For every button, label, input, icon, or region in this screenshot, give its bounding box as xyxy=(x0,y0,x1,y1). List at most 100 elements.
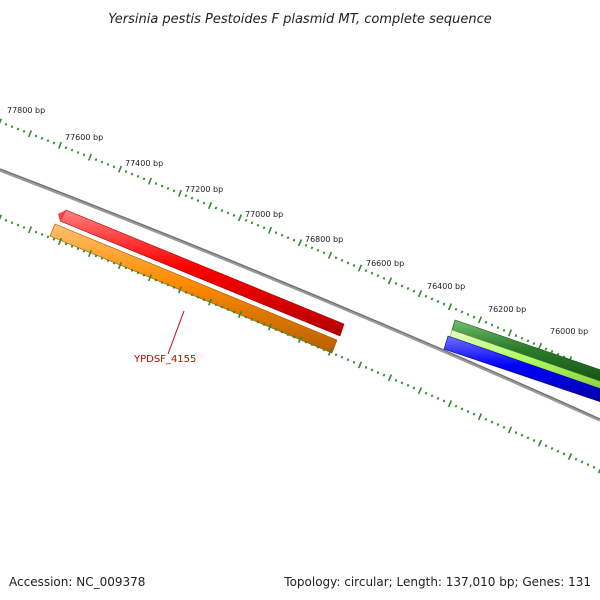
tick-label-76400: 76400 bp xyxy=(427,282,465,291)
inner-ruler-minor-tick xyxy=(244,315,248,319)
outer-ruler-major-tick xyxy=(237,214,243,222)
outer-ruler-major-tick xyxy=(357,264,363,272)
inner-ruler-minor-tick xyxy=(106,259,110,263)
inner-ruler-minor-tick xyxy=(370,368,374,372)
outer-ruler-major-tick xyxy=(417,290,423,298)
inner-ruler-major-tick xyxy=(387,374,393,382)
outer-ruler-minor-tick xyxy=(34,134,38,138)
outer-ruler-minor-tick xyxy=(16,127,20,131)
tick-label-77400: 77400 bp xyxy=(125,159,163,168)
outer-ruler-minor-tick xyxy=(346,261,350,265)
inner-ruler-major-tick xyxy=(0,214,3,221)
outer-ruler-major-tick xyxy=(27,130,33,138)
gene-feature-dark-green[interactable] xyxy=(451,319,600,382)
tick-label-76200: 76200 bp xyxy=(488,305,526,314)
outer-ruler-minor-tick xyxy=(514,334,518,338)
outer-ruler-major-tick xyxy=(327,251,333,259)
inner-ruler-major-tick xyxy=(57,238,63,246)
inner-ruler-minor-tick xyxy=(586,463,590,467)
outer-ruler-minor-tick xyxy=(292,238,296,242)
outer-ruler-major-tick xyxy=(87,153,93,161)
outer-ruler-minor-tick xyxy=(520,336,524,340)
inner-ruler-minor-tick xyxy=(286,333,290,336)
outer-ruler-minor-tick xyxy=(526,339,530,343)
inner-ruler-minor-tick xyxy=(526,436,530,440)
outer-ruler-minor-tick xyxy=(370,271,374,275)
outer-ruler-minor-tick xyxy=(454,307,458,311)
inner-ruler-minor-tick xyxy=(70,244,74,248)
inner-ruler-minor-tick xyxy=(262,322,266,326)
inner-ruler-minor-tick xyxy=(136,271,140,275)
inner-ruler-major-tick xyxy=(477,413,483,421)
outer-ruler-minor-tick xyxy=(382,276,386,280)
outer-ruler-major-tick xyxy=(147,177,153,185)
tick-label-76000: 76000 bp xyxy=(550,327,588,336)
plasmid-backbone-edge xyxy=(0,168,600,420)
inner-ruler-minor-tick xyxy=(34,230,38,234)
inner-ruler-minor-tick xyxy=(16,223,20,227)
outer-ruler-minor-tick xyxy=(376,274,380,278)
inner-ruler-minor-tick xyxy=(406,383,410,387)
inner-ruler-minor-tick xyxy=(82,249,86,253)
inner-ruler-minor-tick xyxy=(340,355,344,359)
gene-feature-red-arrowhead xyxy=(58,210,66,221)
inner-ruler-minor-tick xyxy=(40,233,44,236)
gene-feature-red[interactable] xyxy=(59,209,345,337)
inner-ruler-minor-tick xyxy=(442,399,446,403)
outer-ruler-minor-tick xyxy=(424,294,428,298)
outer-ruler-minor-tick xyxy=(214,206,218,210)
inner-ruler-minor-tick xyxy=(214,303,218,307)
inner-ruler-minor-tick xyxy=(130,268,134,272)
outer-ruler-minor-tick xyxy=(76,151,80,154)
inner-ruler-minor-tick xyxy=(436,396,440,400)
outer-ruler-minor-tick xyxy=(52,141,56,145)
outer-ruler-minor-tick xyxy=(46,139,50,143)
inner-ruler-minor-tick xyxy=(322,348,326,352)
inner-ruler-minor-tick xyxy=(172,285,176,289)
outer-ruler-major-tick xyxy=(447,303,453,311)
tick-label-76600: 76600 bp xyxy=(366,259,404,268)
inner-ruler-minor-tick xyxy=(100,256,104,260)
outer-ruler-minor-tick xyxy=(136,174,140,178)
outer-ruler-minor-tick xyxy=(112,165,116,169)
tick-label-76800: 76800 bp xyxy=(305,235,343,244)
inner-ruler-minor-tick xyxy=(142,273,146,277)
inner-ruler-minor-tick xyxy=(160,281,164,284)
inner-ruler-minor-tick xyxy=(352,360,356,364)
inner-ruler-minor-tick xyxy=(10,221,14,225)
outer-ruler-minor-tick xyxy=(70,148,74,152)
outer-ruler-minor-tick xyxy=(460,310,464,314)
outer-ruler-minor-tick xyxy=(232,213,236,217)
outer-ruler-minor-tick xyxy=(4,122,8,126)
outer-ruler-minor-tick xyxy=(82,153,86,157)
inner-ruler-minor-tick xyxy=(520,433,524,437)
inner-ruler-major-tick xyxy=(117,262,123,270)
inner-ruler-minor-tick xyxy=(310,343,314,347)
outer-ruler-minor-tick xyxy=(436,300,440,303)
outer-ruler-minor-tick xyxy=(106,162,110,166)
gene-feature-blue[interactable] xyxy=(443,335,600,402)
inner-ruler-minor-tick xyxy=(556,449,560,453)
inner-ruler-minor-tick xyxy=(334,353,338,357)
outer-ruler-minor-tick xyxy=(304,243,308,247)
outer-ruler-minor-tick xyxy=(280,233,284,237)
outer-ruler-minor-tick xyxy=(316,248,320,252)
inner-ruler-major-tick xyxy=(597,468,600,474)
outer-ruler-minor-tick xyxy=(484,320,488,324)
inner-ruler-minor-tick xyxy=(514,431,518,435)
outer-ruler-minor-tick xyxy=(202,201,206,205)
inner-ruler-minor-tick xyxy=(280,330,284,334)
outer-ruler-minor-tick xyxy=(466,313,470,316)
gene-label-ypdsf-4155[interactable]: YPDSF_4155 xyxy=(133,354,196,365)
outer-ruler-minor-tick xyxy=(184,194,188,198)
inner-ruler-minor-tick xyxy=(466,410,470,413)
outer-ruler-minor-tick xyxy=(550,350,554,353)
outer-ruler-major-tick xyxy=(387,277,393,285)
inner-ruler-minor-tick xyxy=(562,452,566,456)
outer-ruler-minor-tick xyxy=(502,328,506,332)
inner-ruler-minor-tick xyxy=(496,423,500,427)
gene-feature-orange[interactable] xyxy=(49,223,338,354)
inner-ruler-minor-tick xyxy=(574,457,578,461)
inner-ruler-minor-tick xyxy=(472,412,476,416)
gene-feature-light-green[interactable] xyxy=(449,329,600,390)
